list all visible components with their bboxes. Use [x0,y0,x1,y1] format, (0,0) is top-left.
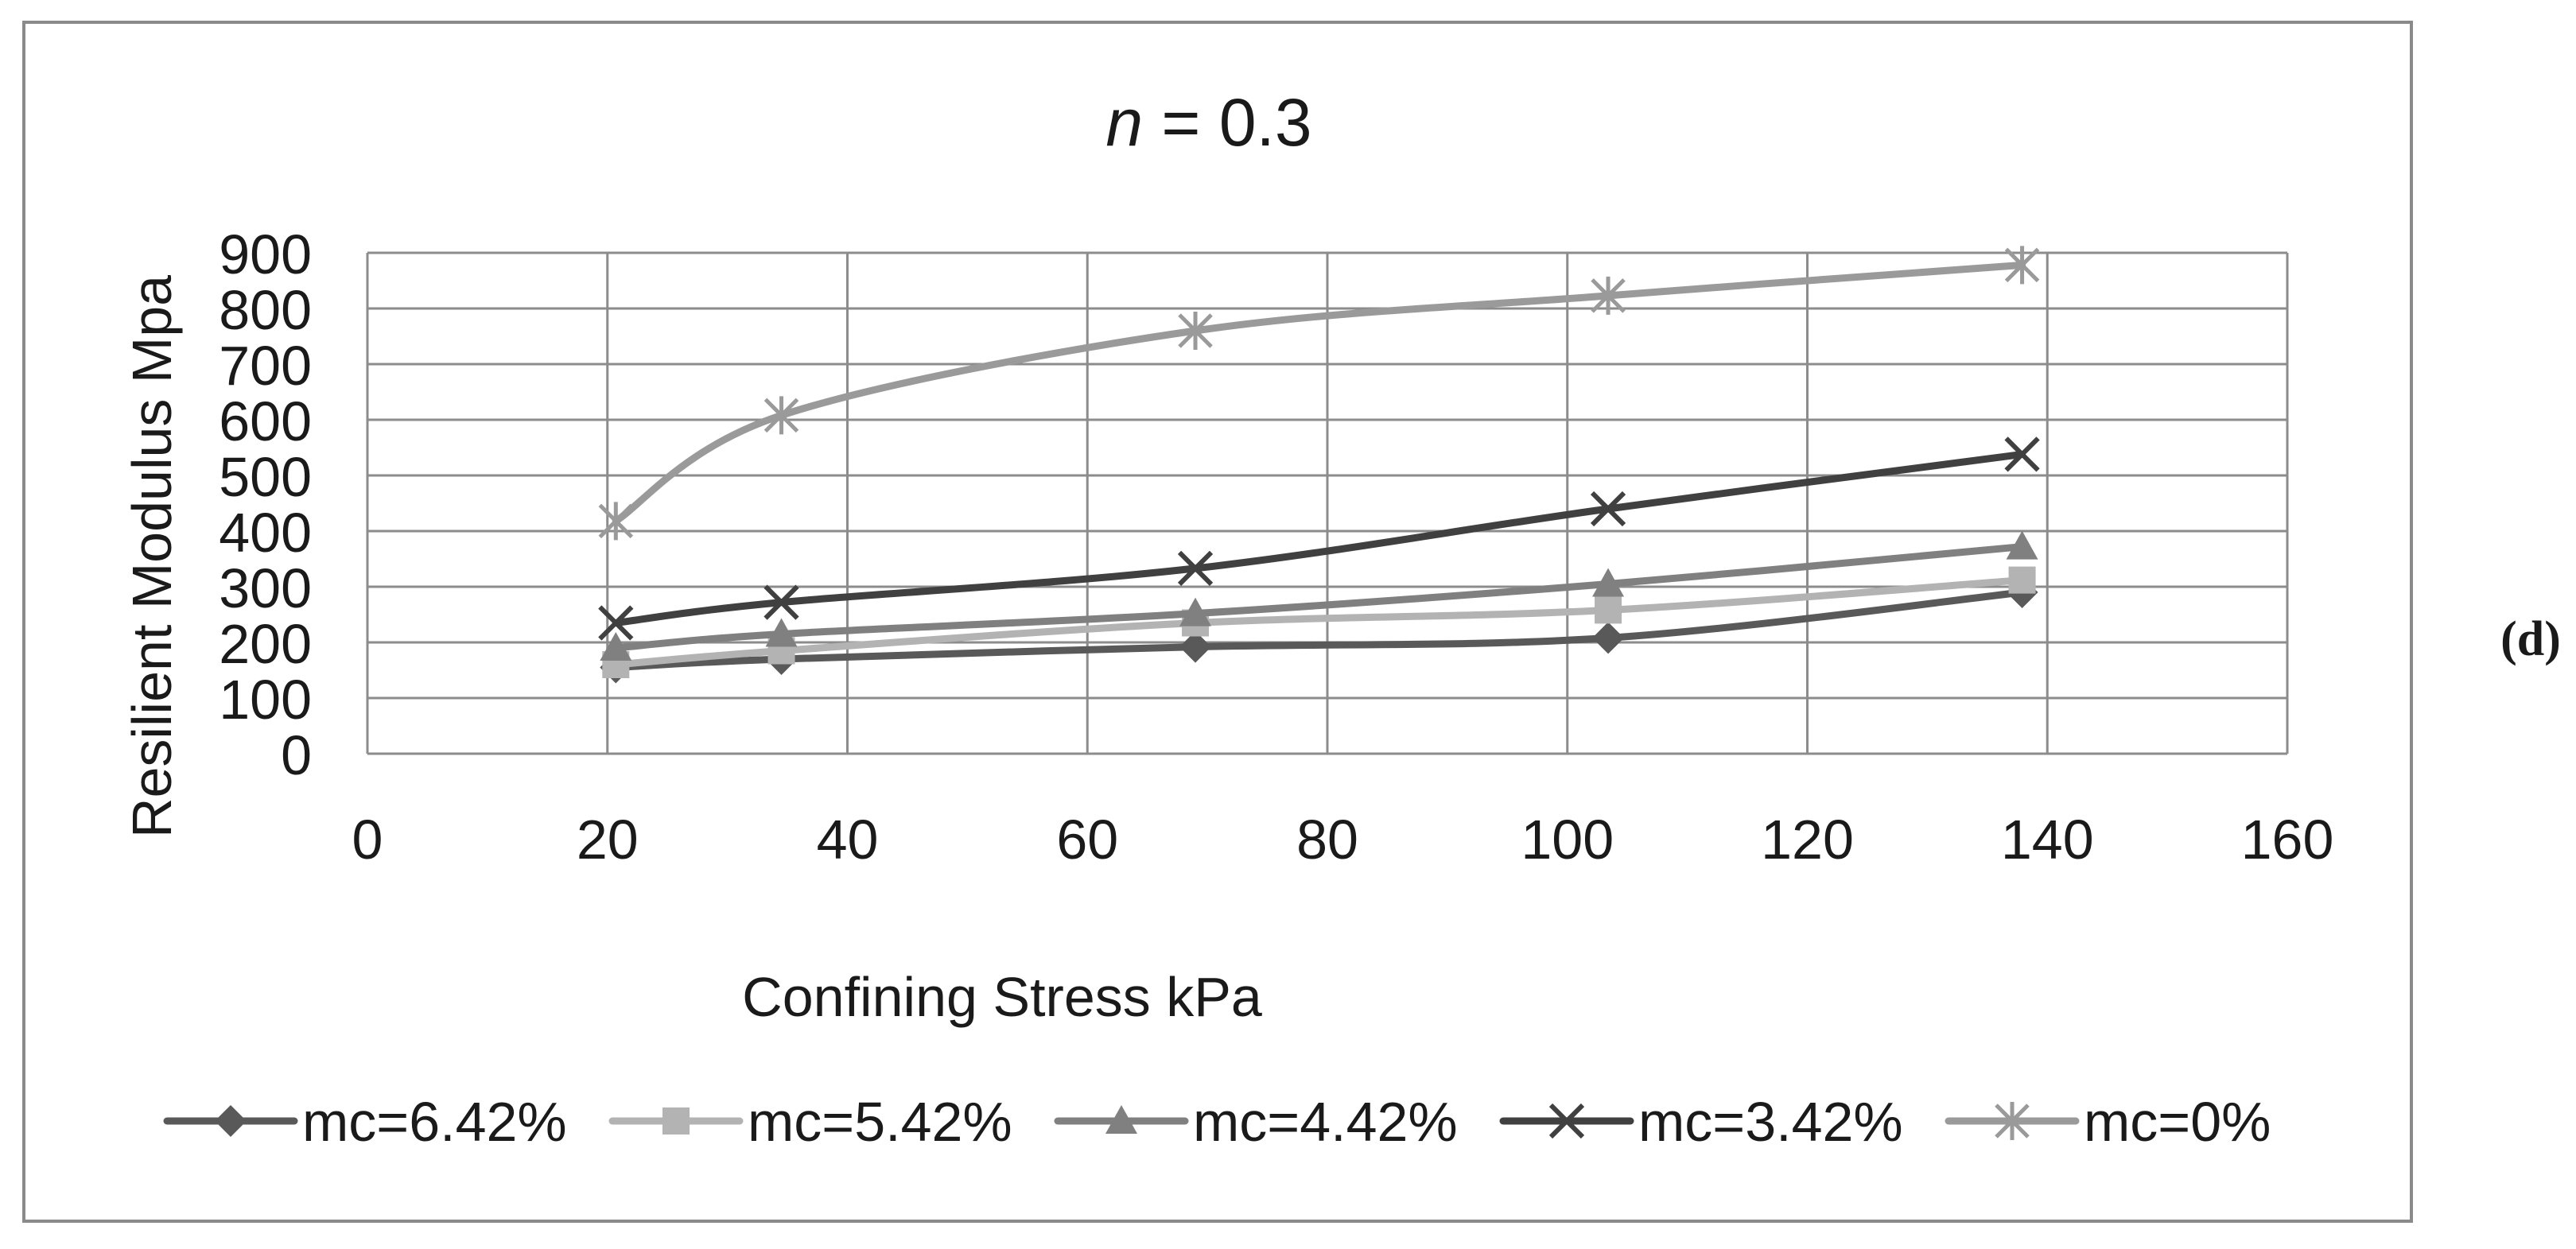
legend-label: mc=5.42% [748,1091,1012,1153]
data-point-marker [765,618,798,647]
data-point-marker [763,396,799,435]
x-tick-label: 100 [1521,809,1614,871]
x-tick-label: 60 [1056,809,1118,871]
legend-marker [1548,1103,1585,1139]
series-3 [600,530,2038,661]
data-point-marker [598,502,634,541]
data-point-marker [2008,566,2036,594]
series-lines [598,246,2040,684]
data-point-marker [1178,312,1213,350]
data-point-marker [2004,246,2040,285]
x-tick-label: 120 [1761,809,1854,871]
data-point-marker [2004,436,2040,472]
data-point-marker [1179,597,1212,626]
y-tick-label: 500 [219,446,312,508]
data-point-marker [1591,276,1626,315]
grid-lines [366,251,2289,755]
legend-marker [215,1105,247,1137]
data-point-marker [1590,491,1626,527]
y-tick-label: 0 [281,724,312,786]
legend-item: mc=5.42% [608,1091,1012,1153]
y-tick-label: 600 [219,390,312,452]
series-line [612,450,2026,626]
data-point-marker [1177,550,1214,587]
x-axis-label: Confining Stress kPa [742,966,1262,1028]
legend-item: mc=0% [1945,1091,2271,1153]
data-point-marker [600,632,632,661]
legend-marker [1105,1105,1137,1134]
y-tick-label: 700 [219,335,312,397]
y-tick-label: 900 [219,223,312,285]
legend-item: mc=3.42% [1499,1091,1903,1153]
y-tick-label: 300 [219,557,312,619]
series-line [612,543,2026,652]
legend-item: mc=6.42% [163,1091,567,1153]
data-point-marker [1179,630,1212,663]
data-point-marker [2006,530,2038,560]
legend-marker [1995,1102,2030,1140]
x-tick-labels: 0 20 40 60 80 100 120 140 160 [352,809,2334,871]
series-line [612,261,2026,525]
data-point-marker [1595,596,1622,624]
x-tick-label: 140 [2001,809,2094,871]
data-point-marker [1592,622,1625,654]
legend-label: mc=0% [2084,1091,2271,1153]
y-tick-label: 400 [219,502,312,564]
panel-label: (d) [2500,612,2561,666]
x-tick-label: 0 [352,809,383,871]
data-point-marker [763,584,799,620]
legend-item: mc=4.42% [1054,1091,1458,1153]
y-tick-label: 200 [219,613,312,675]
legend-label: mc=6.42% [302,1091,567,1153]
data-point-marker [598,605,634,641]
y-axis-label: Resilient Modulus Mpa [121,275,183,838]
x-tick-label: 80 [1296,809,1358,871]
y-tick-label: 800 [219,279,312,341]
x-tick-label: 160 [2241,809,2334,871]
legend: mc=6.42% mc=5.42% mc=4.42% mc=3.42% mc=0% [163,1091,2271,1153]
legend-label: mc=3.42% [1638,1091,1903,1153]
series-5 [598,246,2040,541]
chart-title: n = 0.3 [1105,85,1311,160]
x-tick-label: 20 [577,809,639,871]
x-tick-label: 40 [817,809,879,871]
legend-label: mc=4.42% [1193,1091,1458,1153]
legend-marker [662,1107,690,1135]
data-point-marker [1592,568,1625,597]
y-tick-label: 100 [219,669,312,731]
series-4 [598,436,2040,641]
